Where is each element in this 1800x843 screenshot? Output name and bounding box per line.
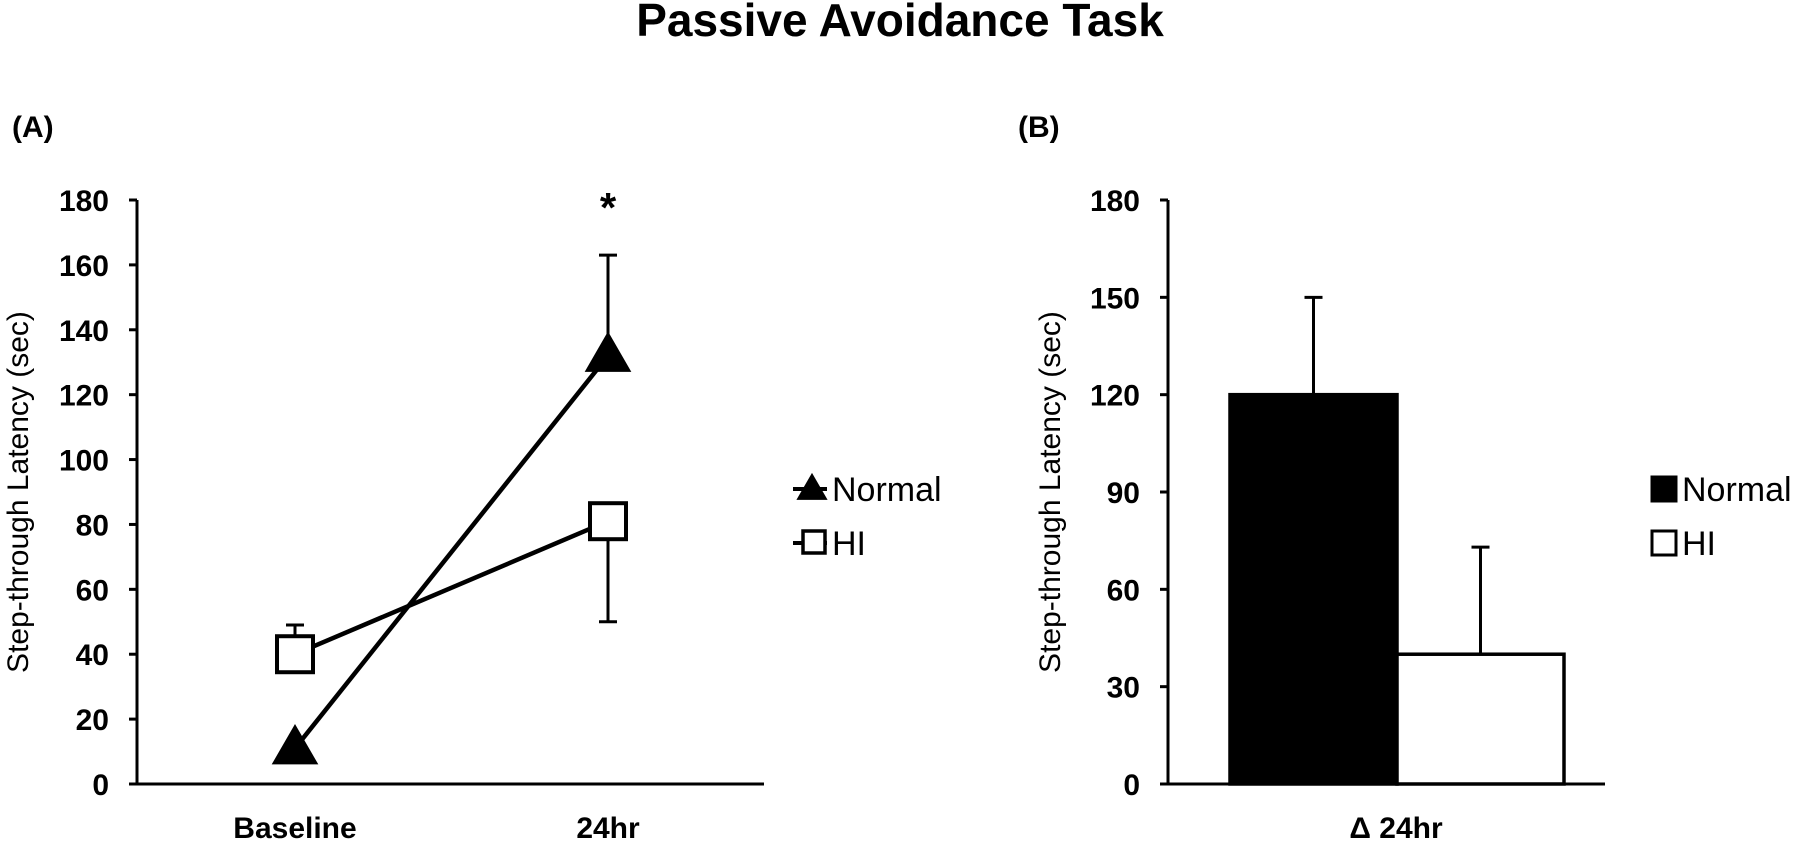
panel-a-point-hi-24hr	[588, 501, 628, 542]
panel-a-y-tick-label: 100	[59, 445, 109, 478]
panel-b-y-tick-label: 30	[1107, 672, 1140, 705]
panel-a-y-tick-label: 60	[76, 574, 109, 607]
panel-b-y-tick-label: 60	[1107, 574, 1140, 607]
panel-a-y-tick-label: 140	[59, 315, 109, 348]
panel-b-y-tick-label: 0	[1123, 769, 1140, 802]
panel-a-point-hi-baseline	[275, 634, 315, 675]
panel-b-y-tick-label: 150	[1090, 282, 1140, 315]
panel-a-y-tick-label: 0	[92, 769, 109, 802]
panel-b-bar-hi	[1395, 652, 1566, 786]
panel-b-legend-swatch-hi	[1650, 529, 1678, 557]
panel-a-point-normal-24hr	[584, 331, 632, 372]
panel-a-x-tick-label-24hr: 24hr	[576, 812, 640, 843]
panel-b-y-tick-label: 90	[1107, 477, 1140, 510]
panel-b-y-tick-label: 120	[1090, 380, 1140, 413]
panel-a-point-normal-baseline	[271, 723, 319, 765]
panel-b-legend-swatch-normal	[1650, 475, 1678, 503]
panel-b-legend-label-normal: Normal	[1682, 471, 1792, 509]
panel-a-legend-label-hi: HI	[832, 525, 866, 563]
panel-a-y-tick-label: 20	[76, 704, 109, 737]
panel-a-label: (A)	[12, 111, 54, 144]
panel-b-legend-label-hi: HI	[1682, 525, 1716, 563]
panel-a-legend-marker-normal	[796, 472, 828, 500]
panel-a-series-line-hi	[294, 519, 609, 657]
panel-b-label: (B)	[1018, 111, 1060, 144]
panel-a-y-tick-label: 40	[76, 639, 109, 672]
panel-b-bar-chart: (B) Step-through Latency (sec) 0 30 60 90 120 1…	[1018, 111, 1792, 843]
panel-a-legend-marker-hi	[801, 529, 827, 555]
panel-a-y-tick-label: 180	[59, 185, 109, 218]
panel-b-x-tick-label-delta-24hr: Δ 24hr	[1349, 812, 1443, 843]
panel-a-y-tick-label: 160	[59, 250, 109, 283]
panel-a-y-tick-label: 80	[76, 509, 109, 542]
figure-title: Passive Avoidance Task	[636, 0, 1164, 46]
panel-a-significance-marker: *	[600, 184, 617, 231]
panel-a-line-chart: (A) Step-through Latency (sec) 0 20 40 60 80 10…	[2, 111, 942, 843]
panel-b-y-axis-label: Step-through Latency (sec)	[1034, 311, 1067, 673]
panel-a-series-line-normal	[293, 354, 610, 750]
panel-b-y-tick-label: 180	[1090, 185, 1140, 218]
panel-a-x-tick-label-baseline: Baseline	[233, 812, 356, 843]
panel-a-y-tick-label: 120	[59, 380, 109, 413]
panel-b-bar-normal	[1228, 392, 1399, 786]
panel-a-y-axis-label: Step-through Latency (sec)	[2, 311, 35, 673]
panel-a-legend-label-normal: Normal	[832, 471, 942, 509]
